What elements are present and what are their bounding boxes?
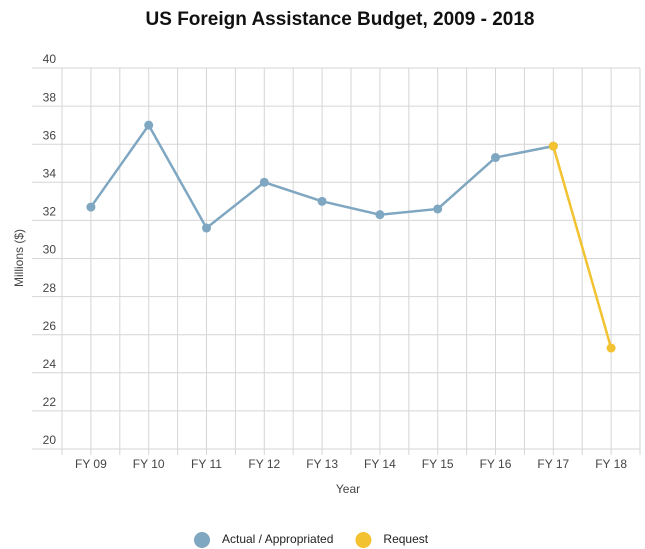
x-tick-label: FY 10 [133,457,165,471]
series-line [552,145,613,349]
y-tick-label: 28 [43,281,57,295]
y-tick-label: 30 [43,243,57,257]
x-axis-label: Year [336,482,360,496]
data-point [433,204,443,214]
x-tick-label: FY 15 [422,457,454,471]
x-tick-label: FY 16 [480,457,512,471]
x-tick-label: FY 09 [75,457,107,471]
legend-label: Actual / Appropriated [222,532,333,546]
y-tick-label: 34 [43,166,57,180]
x-tick-label: FY 17 [537,457,569,471]
data-point [548,141,558,151]
y-tick-label: 40 [43,52,57,66]
data-point [259,177,269,187]
chart-title: US Foreign Assistance Budget, 2009 - 201… [146,9,535,30]
y-tick-label: 32 [43,205,57,219]
legend-label: Request [383,532,428,546]
data-point [202,223,211,233]
y-tick-label: 38 [43,90,57,104]
y-tick-label: 20 [43,433,57,447]
x-tick-label: FY 13 [306,457,338,471]
y-tick-label: 26 [43,319,57,333]
x-tick-label: FY 14 [364,457,396,471]
y-axis-label: Millions ($) [12,229,26,287]
y-tick-label: 22 [43,395,57,409]
y-tick-label: 36 [43,128,57,142]
data-point [606,343,616,353]
y-tick-label: 24 [43,357,57,371]
x-tick-label: FY 18 [595,457,627,471]
data-point [375,210,385,220]
data-point [491,153,500,163]
legend-swatch [194,532,210,548]
data-point [317,196,327,206]
x-tick-label: FY 12 [248,457,280,471]
data-point [144,120,154,130]
x-tick-label: FY 11 [191,457,222,471]
legend-swatch [355,532,372,548]
data-point [86,202,96,212]
